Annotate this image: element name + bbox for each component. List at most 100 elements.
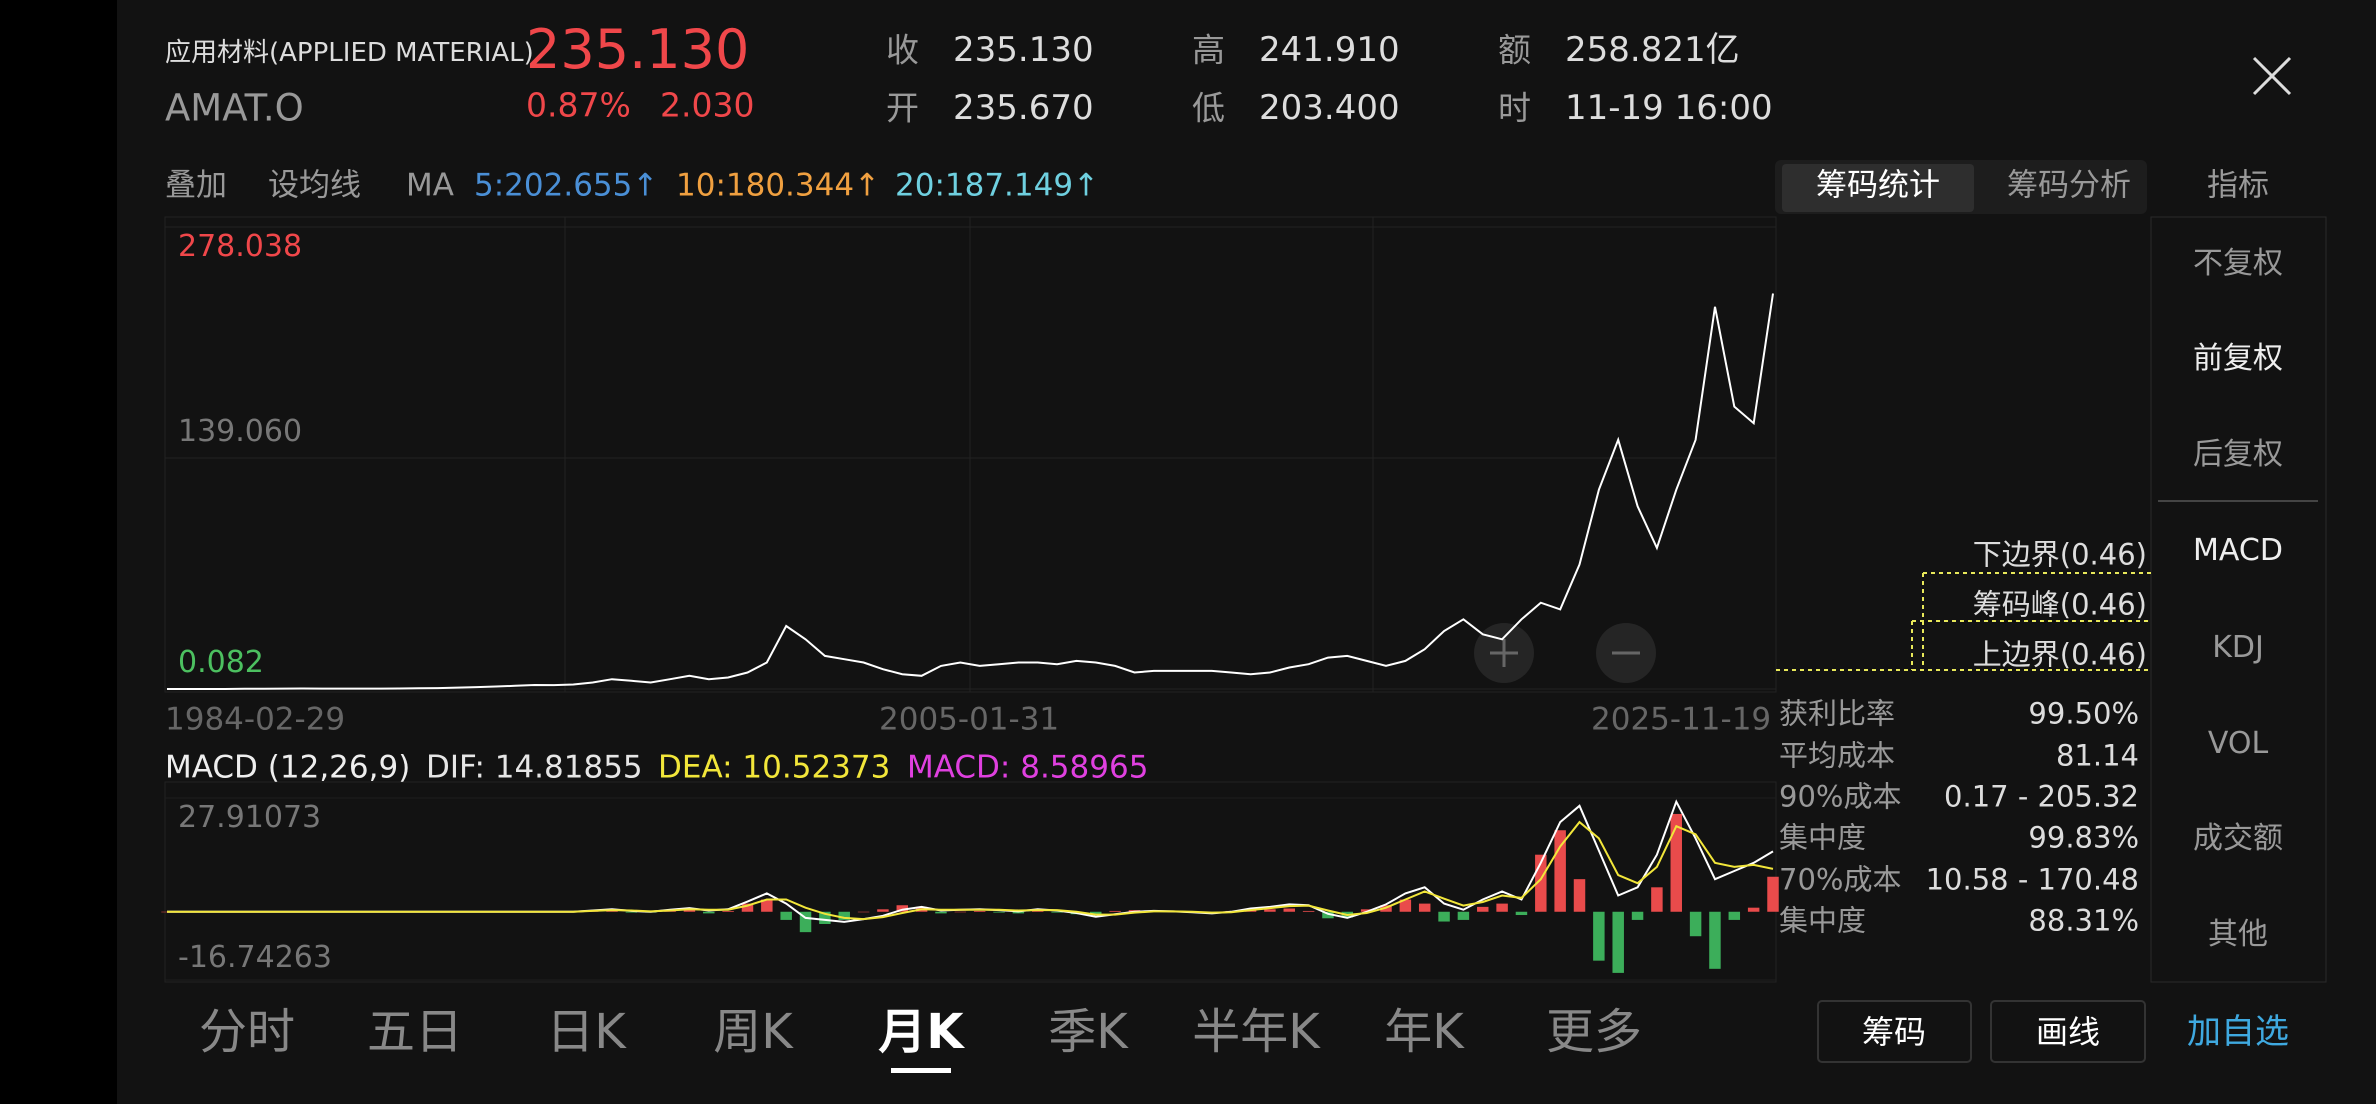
period-tab[interactable]: 五日 bbox=[366, 1004, 464, 1060]
y-tick-label: 139.060 bbox=[178, 414, 303, 449]
macd-bar bbox=[1438, 911, 1450, 922]
menu-frame bbox=[2150, 216, 2327, 983]
button-frame bbox=[1817, 1000, 1972, 1063]
chip-bound: 上边界(0.46) bbox=[1972, 637, 2147, 672]
macd-bar bbox=[799, 911, 812, 933]
tab-active-bg bbox=[1782, 164, 1974, 212]
macd-bar bbox=[722, 910, 734, 912]
menu-item[interactable]: MACD bbox=[2193, 533, 2283, 568]
x-tick-label: 2005-01-31 bbox=[879, 701, 1060, 738]
macd-bar bbox=[1535, 854, 1547, 912]
period-tab[interactable]: 月K bbox=[878, 1004, 964, 1060]
macd-bar bbox=[1477, 906, 1489, 912]
y-tick-label: 278.038 bbox=[178, 229, 303, 264]
stat-value: 235.670 bbox=[953, 88, 1094, 128]
macd-bar bbox=[973, 910, 986, 912]
last-price: 235.130 bbox=[526, 18, 750, 81]
x-tick-label: 1984-02-29 bbox=[165, 701, 346, 738]
macd-bar bbox=[1051, 911, 1063, 913]
macd-bar bbox=[1496, 903, 1508, 912]
tab-underline bbox=[891, 1068, 951, 1073]
macd-bar bbox=[1418, 903, 1431, 912]
menu-item[interactable]: 其他 bbox=[2208, 917, 2268, 952]
set-ma-button[interactable]: 设均线 bbox=[268, 167, 361, 204]
chip-stat-value: 99.50% bbox=[2028, 696, 2139, 731]
action-button[interactable]: 画线 bbox=[2035, 1013, 2101, 1051]
action-button[interactable]: 筹码 bbox=[1861, 1013, 1927, 1051]
change-pct: 0.87% bbox=[526, 85, 631, 125]
macd-bar bbox=[1631, 911, 1644, 920]
tab[interactable]: 筹码统计 bbox=[1816, 167, 1940, 204]
ma-label: MA bbox=[406, 167, 454, 204]
menu-item[interactable]: 前复权 bbox=[2193, 341, 2283, 376]
period-tab[interactable]: 分时 bbox=[198, 1004, 296, 1060]
chip-stat-value: 10.58 - 170.48 bbox=[1925, 862, 2139, 897]
period-tab[interactable]: 更多 bbox=[1545, 1004, 1643, 1060]
close-button[interactable] bbox=[2252, 56, 2292, 96]
stat-value: 241.910 bbox=[1259, 30, 1400, 70]
macd-bar bbox=[1322, 911, 1334, 919]
macd-bar bbox=[1302, 910, 1315, 912]
menu-item[interactable]: 后复权 bbox=[2193, 437, 2283, 472]
zoom-in[interactable] bbox=[1474, 623, 1534, 683]
stat-label: 低 bbox=[1192, 88, 1225, 128]
menu-item[interactable]: 成交额 bbox=[2193, 821, 2283, 856]
price-line bbox=[167, 293, 1774, 690]
chip-stat-value: 88.31% bbox=[2028, 903, 2139, 938]
overlay-button[interactable]: 叠加 bbox=[165, 167, 227, 204]
chip-stat-label: 获利比率 bbox=[1779, 696, 1896, 731]
chip-stat-label: 70%成本 bbox=[1779, 862, 1902, 897]
macd-bar bbox=[1109, 910, 1121, 912]
stat-label: 时 bbox=[1498, 88, 1531, 128]
period-tab[interactable]: 年K bbox=[1384, 1004, 1464, 1060]
chip-stat-label: 集中度 bbox=[1779, 820, 1867, 855]
macd-bar bbox=[857, 911, 870, 913]
chip-stat-label: 90%成本 bbox=[1779, 779, 1902, 814]
tab[interactable]: 指标 bbox=[2207, 167, 2269, 204]
macd-bar bbox=[877, 909, 889, 912]
period-tab[interactable]: 半年K bbox=[1192, 1004, 1320, 1060]
macd-bar bbox=[1709, 911, 1721, 969]
period-tab[interactable]: 季K bbox=[1048, 1004, 1128, 1060]
chip-bound: 下边界(0.46) bbox=[1972, 537, 2147, 572]
menu-item[interactable]: KDJ bbox=[2212, 630, 2264, 665]
chip-bound: 筹码峰(0.46) bbox=[1972, 587, 2147, 622]
period-tab[interactable]: 周K bbox=[713, 1004, 793, 1060]
macd-bar bbox=[1670, 813, 1682, 912]
macd-bar bbox=[1593, 911, 1605, 961]
macd-bar bbox=[1651, 887, 1663, 912]
macd-bar bbox=[1457, 911, 1470, 920]
y-tick-label: 0.082 bbox=[178, 645, 264, 680]
stat-value: 235.130 bbox=[953, 30, 1094, 70]
macd-bar bbox=[1012, 911, 1025, 914]
macd-bar bbox=[1264, 909, 1276, 912]
macd-bar bbox=[1399, 899, 1412, 912]
stock-name: 应用材料(APPLIED MATERIAL) bbox=[165, 38, 534, 68]
period-tab[interactable]: 日K bbox=[546, 1004, 626, 1060]
chip-stat-value: 99.83% bbox=[2028, 820, 2139, 855]
macd-bar bbox=[1728, 911, 1741, 920]
menu-item[interactable]: 不复权 bbox=[2193, 246, 2283, 281]
macd-bar bbox=[703, 911, 715, 914]
macd-bar bbox=[683, 909, 696, 912]
zoom-out[interactable] bbox=[1596, 623, 1656, 683]
tab[interactable]: 筹码分析 bbox=[2007, 167, 2131, 204]
ma-value: 20:187.149↑ bbox=[895, 167, 1100, 204]
macd-legend: DEA: 10.52373 bbox=[658, 749, 891, 786]
macd-bar bbox=[1515, 911, 1528, 916]
x-tick-label: 2025-11-19 bbox=[1591, 701, 1772, 738]
ma-value: 5:202.655↑ bbox=[474, 167, 659, 204]
chip-stat-label: 集中度 bbox=[1779, 903, 1867, 938]
add-watch-button[interactable]: 加自选 bbox=[2187, 1012, 2289, 1052]
macd-bar bbox=[780, 911, 792, 920]
button-frame bbox=[1990, 1000, 2146, 1063]
macd-bar bbox=[1747, 907, 1760, 912]
macd-bar bbox=[1689, 911, 1702, 937]
stock-code: AMAT.O bbox=[165, 86, 304, 130]
macd-title: MACD (12,26,9) bbox=[165, 749, 411, 786]
macd-bar bbox=[1612, 911, 1624, 973]
menu-item[interactable]: VOL bbox=[2207, 726, 2269, 761]
dea-line bbox=[167, 820, 1774, 921]
